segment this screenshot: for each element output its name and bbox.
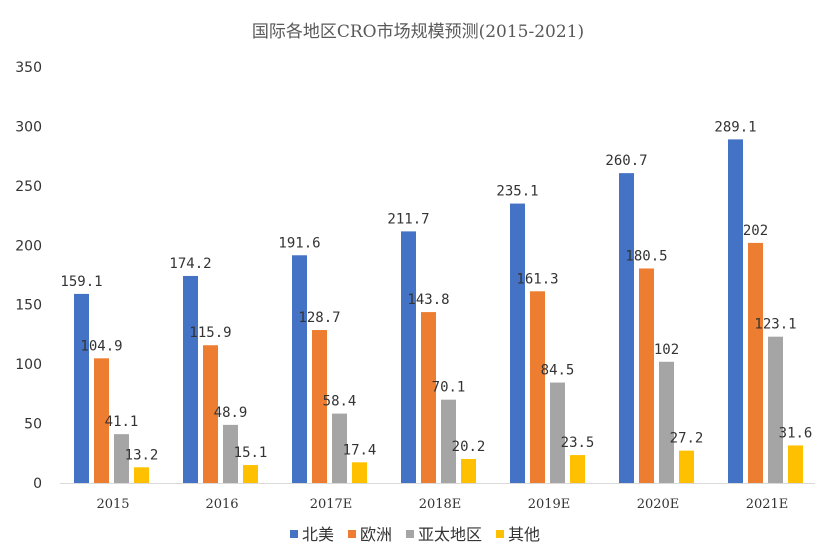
y-tick-label: 300 bbox=[15, 119, 42, 135]
bar bbox=[352, 462, 367, 483]
x-axis: 2015 2016 2017E 2018E 2019E 2020E 2021E bbox=[60, 483, 815, 512]
y-tick-label: 200 bbox=[15, 238, 42, 254]
x-tick-label: 2018E bbox=[419, 497, 462, 512]
data-label: 41.1 bbox=[105, 414, 139, 430]
bar bbox=[570, 455, 585, 483]
data-label: 20.2 bbox=[452, 439, 486, 455]
legend-swatch bbox=[290, 530, 298, 538]
data-labels: 159.1 104.9 41.1 13.2 174.2 115.9 48.9 15.1 191.… bbox=[60, 119, 812, 463]
x-tick-label: 2017E bbox=[310, 497, 353, 512]
bar bbox=[441, 399, 456, 483]
data-label: 17.4 bbox=[343, 442, 377, 458]
bar bbox=[183, 275, 198, 483]
data-label: 143.8 bbox=[407, 292, 449, 308]
bar bbox=[788, 445, 803, 483]
data-label: 128.7 bbox=[298, 310, 340, 326]
bar bbox=[312, 330, 327, 483]
x-tick-label: 2021E bbox=[746, 497, 789, 512]
data-label: 70.1 bbox=[432, 380, 466, 396]
y-tick-label: 50 bbox=[24, 417, 42, 433]
data-label: 58.4 bbox=[323, 394, 357, 410]
legend-label: 欧洲 bbox=[360, 525, 392, 544]
bar bbox=[223, 424, 238, 483]
bar bbox=[550, 382, 565, 483]
bar bbox=[659, 361, 674, 483]
bar bbox=[134, 467, 149, 483]
legend-label: 北美 bbox=[302, 525, 334, 544]
data-label: 102 bbox=[654, 342, 679, 358]
bar bbox=[461, 458, 476, 483]
bar bbox=[510, 203, 525, 483]
data-label: 260.7 bbox=[605, 153, 647, 169]
data-label: 115.9 bbox=[189, 325, 231, 341]
y-axis: 0 50 100 150 200 250 300 350 bbox=[15, 60, 42, 492]
data-label: 123.1 bbox=[754, 317, 796, 333]
data-label: 84.5 bbox=[541, 363, 575, 379]
data-label: 289.1 bbox=[714, 119, 756, 135]
legend-swatch bbox=[406, 530, 414, 538]
y-tick-label: 150 bbox=[15, 298, 42, 314]
data-label: 13.2 bbox=[125, 447, 159, 463]
bars bbox=[74, 139, 803, 483]
x-tick-label: 2020E bbox=[637, 497, 680, 512]
bar bbox=[292, 255, 307, 483]
data-label: 104.9 bbox=[80, 338, 122, 354]
y-tick-label: 100 bbox=[15, 357, 42, 373]
x-tick-label: 2019E bbox=[528, 497, 571, 512]
bar bbox=[94, 358, 109, 483]
chart-title: 国际各地区CRO市场规模预测(2015-2021) bbox=[252, 22, 584, 42]
bar bbox=[114, 434, 129, 483]
bar bbox=[748, 242, 763, 483]
bar bbox=[421, 312, 436, 483]
legend-label: 亚太地区 bbox=[418, 525, 482, 544]
data-label: 191.6 bbox=[278, 235, 320, 251]
y-tick-label: 350 bbox=[15, 60, 42, 76]
x-tick-label: 2016 bbox=[205, 497, 238, 512]
legend: 北美 欧洲 亚太地区 其他 bbox=[290, 525, 540, 544]
data-label: 23.5 bbox=[561, 435, 595, 451]
data-label: 48.9 bbox=[214, 405, 248, 421]
bar bbox=[679, 450, 694, 483]
data-label: 180.5 bbox=[625, 248, 667, 264]
x-tick-label: 2015 bbox=[96, 497, 129, 512]
data-label: 27.2 bbox=[670, 431, 704, 447]
data-label: 174.2 bbox=[169, 256, 211, 272]
bar bbox=[530, 291, 545, 483]
legend-swatch bbox=[348, 530, 356, 538]
legend-label: 其他 bbox=[508, 525, 540, 544]
bar bbox=[401, 231, 416, 483]
bar bbox=[203, 345, 218, 483]
data-label: 235.1 bbox=[496, 184, 538, 200]
data-label: 159.1 bbox=[60, 274, 102, 290]
bar bbox=[332, 413, 347, 483]
bar bbox=[243, 465, 258, 483]
bar bbox=[639, 268, 654, 483]
data-label: 31.6 bbox=[779, 425, 813, 441]
bar bbox=[728, 139, 743, 483]
legend-swatch bbox=[496, 530, 504, 538]
y-tick-label: 0 bbox=[33, 476, 42, 492]
data-label: 15.1 bbox=[234, 445, 268, 461]
data-label: 161.3 bbox=[516, 271, 558, 287]
bar bbox=[74, 293, 89, 483]
data-label: 211.7 bbox=[387, 211, 429, 227]
bar bbox=[619, 173, 634, 483]
bar bbox=[768, 336, 783, 483]
y-tick-label: 250 bbox=[15, 179, 42, 195]
data-label: 202 bbox=[743, 223, 768, 239]
